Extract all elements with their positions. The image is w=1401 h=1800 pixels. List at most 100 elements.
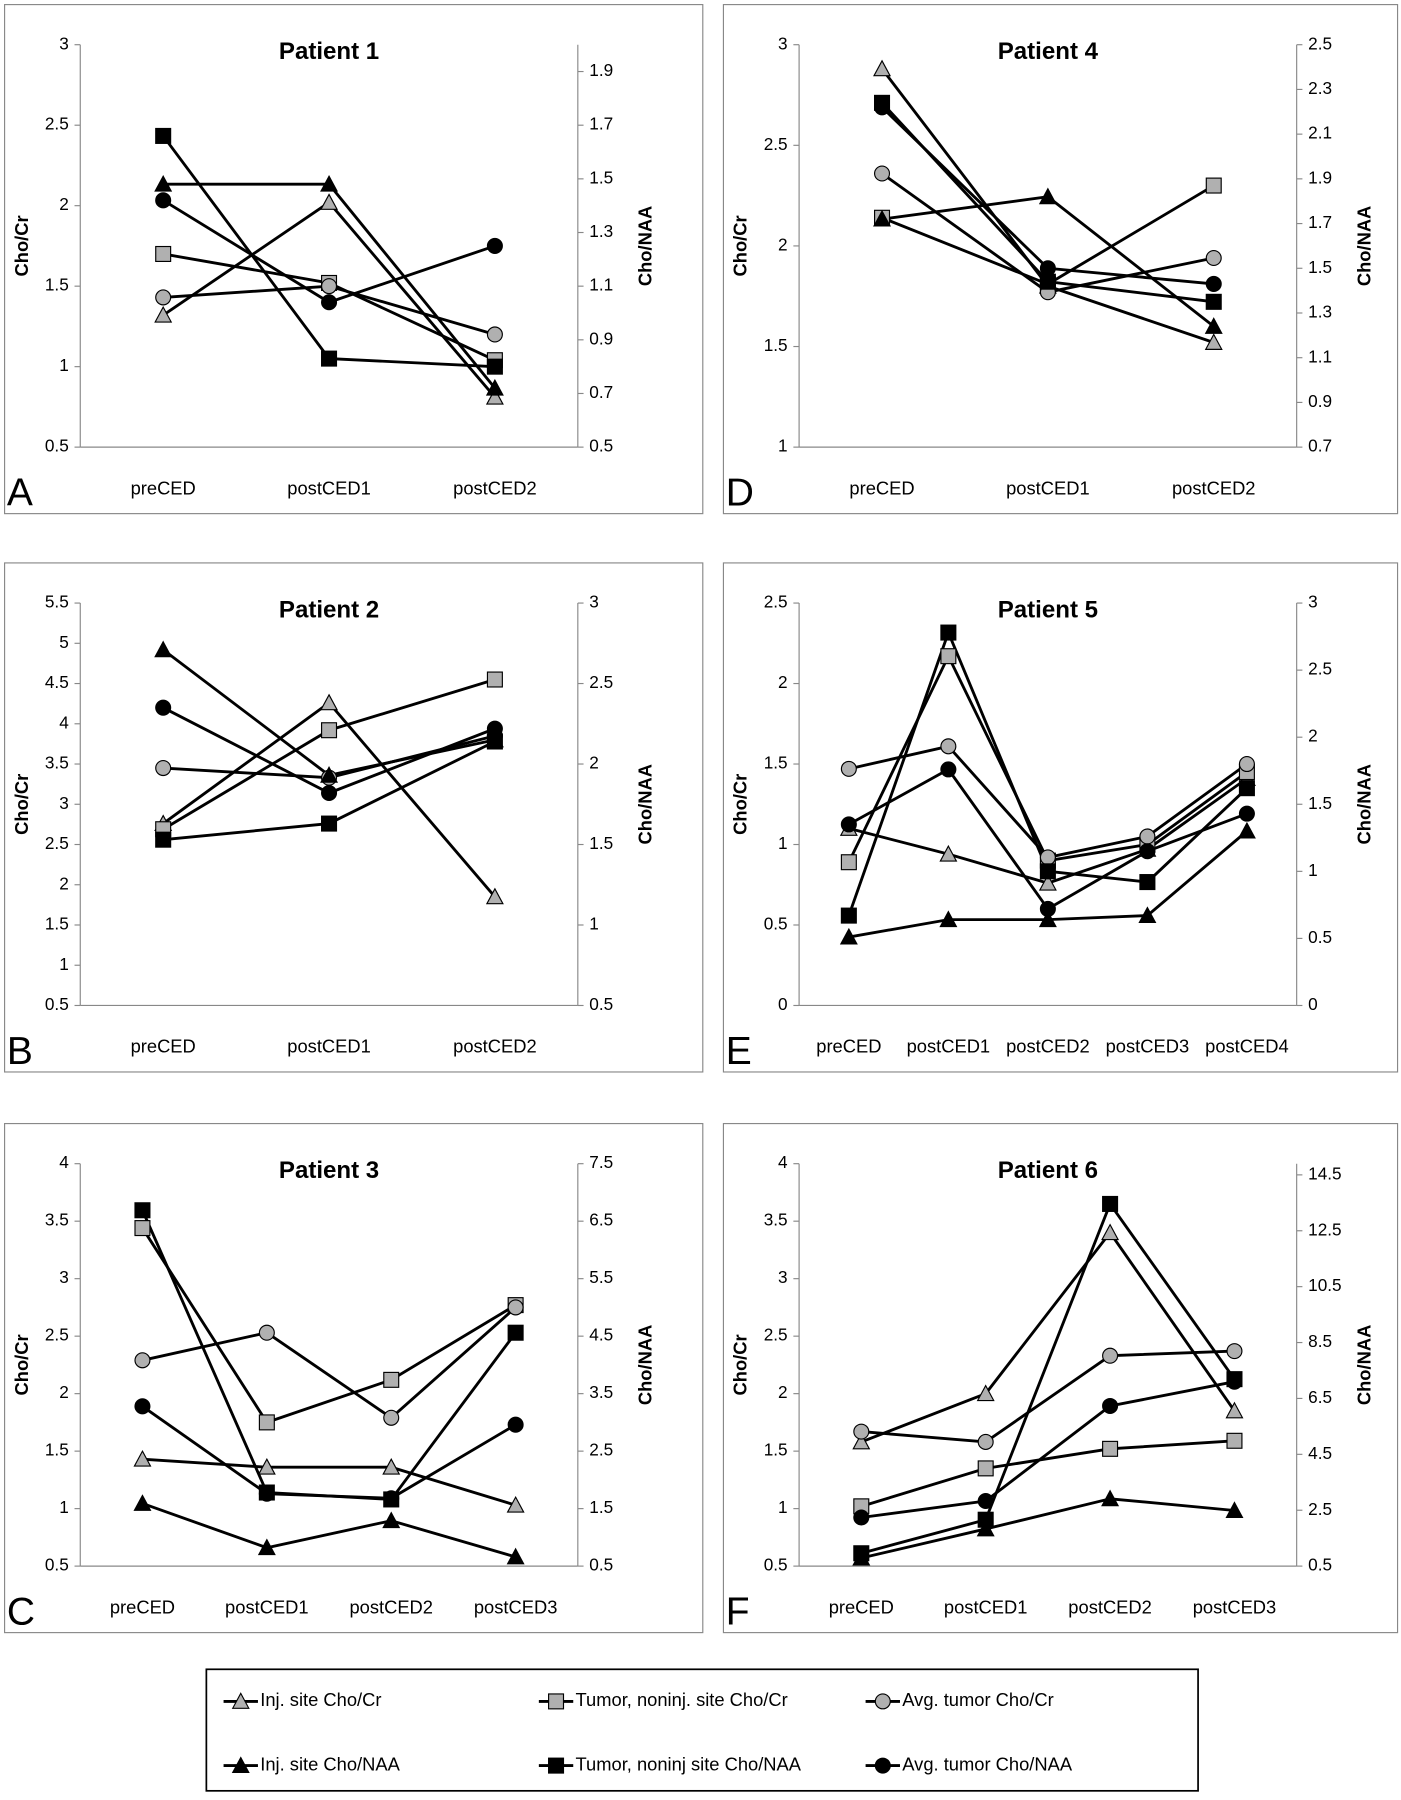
y-tick-label: 4	[59, 1152, 69, 1172]
x-tick-label: preCED	[849, 477, 914, 498]
triangle-marker	[257, 1457, 276, 1475]
y-tick-label: 2.5	[764, 592, 788, 612]
panel-frame	[722, 4, 1399, 515]
y-tick-label: 2	[778, 234, 788, 254]
circle-marker	[486, 720, 503, 737]
y2-tick-label: 1.5	[589, 833, 613, 853]
series-line	[141, 1405, 517, 1500]
y-tick-label: 0.5	[45, 436, 69, 456]
series-line	[162, 648, 496, 777]
square-marker	[940, 624, 957, 641]
square-marker	[321, 815, 338, 832]
y-tick-label: 3.5	[764, 1210, 788, 1230]
legend-label: Avg. tumor Cho/NAA	[902, 1753, 1073, 1774]
series-line	[141, 1209, 517, 1501]
triangle-marker	[852, 1432, 871, 1450]
chart-title: Patient 1	[279, 38, 379, 65]
y-tick-label: 3	[778, 33, 788, 53]
square-marker	[1205, 293, 1222, 310]
circle-marker	[1139, 828, 1156, 845]
triangle-marker	[382, 1511, 401, 1529]
panel-frame	[4, 4, 704, 515]
y-tick-label: 0.5	[45, 1555, 69, 1575]
series-line	[848, 744, 1248, 859]
y-tick-label: 2	[59, 1382, 69, 1402]
y-tick-label: 1.5	[764, 335, 788, 355]
triangle-marker	[1204, 317, 1223, 334]
x-tick-label: postCED1	[944, 1596, 1028, 1617]
y-tick-label: 5	[59, 632, 69, 652]
triangle-marker	[1038, 873, 1057, 891]
circle-marker	[1226, 1343, 1243, 1360]
circle-marker	[486, 326, 503, 343]
y2-tick-label: 1.5	[1308, 793, 1332, 813]
triangle-marker	[939, 844, 958, 862]
legend-label: Tumor, noninj site Cho/NAA	[576, 1753, 802, 1774]
x-tick-label: postCED3	[1193, 1596, 1277, 1617]
square-marker	[258, 1414, 275, 1431]
y-tick-label: 0.5	[45, 994, 69, 1014]
square-marker	[1226, 1432, 1243, 1449]
y2-tick-label: 3	[589, 592, 599, 612]
triangle-marker	[976, 1519, 995, 1537]
y-tick-label: 1	[59, 954, 69, 974]
series-line	[860, 1230, 1236, 1444]
circle-marker	[1139, 843, 1156, 860]
panel-label: F	[726, 1591, 750, 1634]
circle-marker	[874, 1693, 891, 1710]
circle-marker	[853, 1423, 870, 1440]
panel-label: E	[726, 1030, 752, 1073]
y-tick-label: 4.5	[45, 672, 69, 692]
y-tick-label: 2	[59, 873, 69, 893]
triangle-marker	[154, 305, 173, 323]
triangle-marker	[154, 174, 173, 192]
y2-tick-label: 0.5	[1308, 1555, 1332, 1575]
y2-tick-label: 0.9	[1308, 391, 1332, 411]
y2-tick-label: 7.5	[589, 1152, 613, 1172]
square-marker	[486, 358, 503, 375]
circle-marker	[977, 1433, 994, 1450]
triangle-marker	[485, 378, 504, 396]
square-marker	[1039, 863, 1056, 880]
circle-marker	[321, 278, 338, 295]
x-tick-label: postCED2	[1068, 1596, 1152, 1617]
y-tick-label: 0.5	[764, 1555, 788, 1575]
square-marker	[155, 245, 172, 262]
y2-axis-title: Cho/NAA	[1353, 764, 1374, 844]
circle-marker	[840, 816, 857, 833]
circle-marker	[940, 761, 957, 778]
y-tick-label: 0.5	[764, 914, 788, 934]
y-tick-label: 2	[778, 672, 788, 692]
triangle-marker	[1038, 910, 1057, 928]
square-marker	[383, 1371, 400, 1388]
y2-tick-label: 2	[1308, 726, 1318, 746]
y2-tick-label: 0.7	[589, 382, 613, 402]
y2-tick-label: 0.5	[589, 1555, 613, 1575]
y2-tick-label: 10.5	[1308, 1275, 1341, 1295]
x-tick-label: preCED	[131, 1036, 196, 1057]
y-tick-label: 4	[778, 1152, 788, 1172]
series-line	[141, 1227, 517, 1425]
legend-label: Avg. tumor Cho/Cr	[902, 1689, 1053, 1710]
square-marker	[1238, 780, 1255, 797]
x-tick-label: preCED	[110, 1596, 175, 1617]
triangle-marker	[1101, 1223, 1120, 1241]
circle-marker	[383, 1490, 400, 1507]
y2-tick-label: 2.5	[589, 1440, 613, 1460]
circle-marker	[507, 1299, 524, 1316]
x-tick-label: postCED3	[1106, 1036, 1190, 1057]
legend-box	[205, 1668, 1199, 1792]
y-tick-label: 2	[778, 1382, 788, 1402]
y-tick-label: 2.5	[45, 833, 69, 853]
triangle-marker	[976, 1384, 995, 1402]
y2-tick-label: 6.5	[1308, 1387, 1332, 1407]
triangle-marker	[939, 910, 958, 928]
y-tick-label: 5.5	[45, 592, 69, 612]
y-tick-label: 3	[59, 33, 69, 53]
y-tick-label: 3.5	[45, 1210, 69, 1230]
panel-label: A	[7, 472, 33, 515]
x-tick-label: postCED1	[225, 1596, 309, 1617]
triangle-marker	[485, 887, 504, 905]
y-tick-label: 3.5	[45, 753, 69, 773]
